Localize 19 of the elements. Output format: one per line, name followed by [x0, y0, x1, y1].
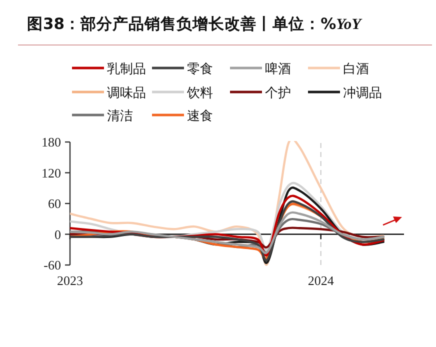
chart-title: 图38：部分产品销售负增长改善丨单位：%YoY	[27, 14, 363, 33]
legend-label: 个护	[265, 86, 291, 101]
y-tick-label: 0	[54, 226, 61, 242]
x-tick-label: 2024	[308, 273, 334, 288]
legend-label: 啤酒	[265, 62, 291, 77]
line-series	[70, 212, 384, 254]
y-tick-label: 60	[48, 196, 61, 211]
legend-label: 冲调品	[343, 86, 382, 101]
y-tick-label: 180	[42, 134, 61, 150]
y-tick-label: -60	[44, 258, 61, 272]
y-tick-label: 120	[42, 165, 61, 180]
legend-label: 饮料	[186, 86, 213, 101]
legend-label: 清洁	[107, 109, 133, 124]
legend-label: 速食	[187, 109, 213, 124]
legend-label: 调味品	[107, 86, 146, 101]
x-tick-label: 2023	[57, 273, 83, 288]
legend-label: 白酒	[343, 62, 369, 77]
legend-label: 乳制品	[107, 62, 146, 77]
legend-label: 零食	[187, 62, 213, 77]
